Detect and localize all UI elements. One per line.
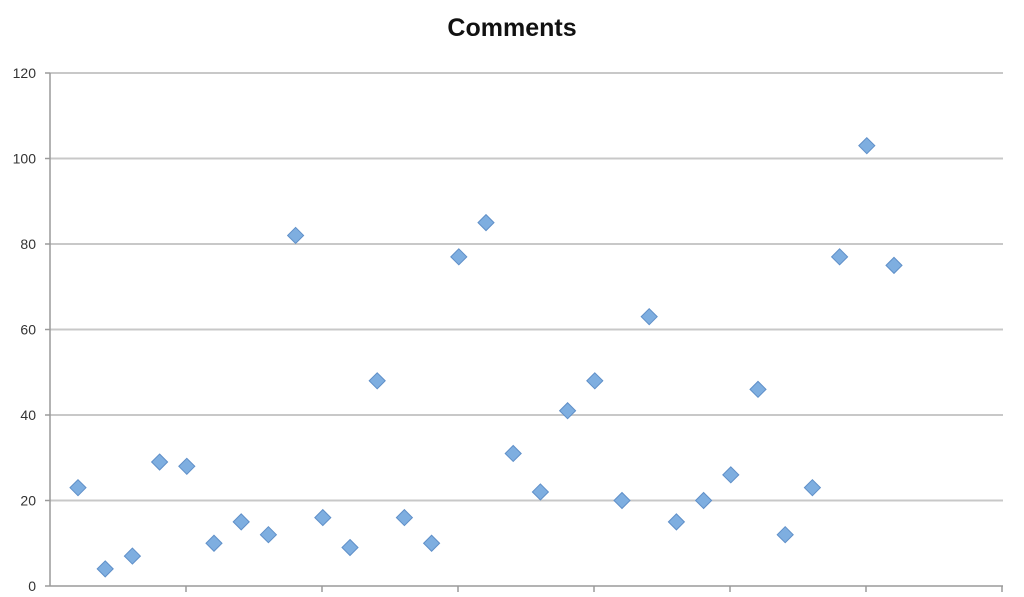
tick-labels: 0 20 40 60 80 100 120 (13, 65, 37, 594)
data-point (830, 248, 849, 266)
data-point (722, 466, 740, 484)
gridlines (50, 72, 1003, 502)
data-point (450, 248, 468, 266)
data-point (286, 226, 305, 245)
data-point (531, 483, 550, 501)
data-point (259, 525, 278, 544)
data-point (667, 513, 686, 531)
y-tick-label: 0 (28, 578, 36, 594)
data-point (504, 444, 522, 463)
data-points (69, 136, 903, 578)
data-point (205, 534, 223, 552)
data-point (640, 307, 658, 326)
data-point (123, 547, 142, 565)
data-point (749, 380, 767, 399)
data-point (96, 560, 114, 578)
data-point (586, 372, 604, 390)
data-point (314, 508, 332, 527)
y-tick-label: 60 (20, 322, 36, 338)
data-point (150, 453, 169, 471)
data-point (885, 256, 903, 275)
data-point (69, 478, 87, 497)
data-point (368, 372, 386, 390)
chart-title: Comments (447, 14, 577, 42)
y-tick-label: 20 (20, 493, 36, 509)
data-point (477, 213, 495, 232)
data-point (694, 491, 713, 510)
data-point (422, 534, 441, 552)
data-point (341, 538, 359, 557)
data-point (232, 513, 250, 531)
axes (45, 72, 1003, 592)
y-tick-label: 120 (13, 65, 37, 81)
data-point (395, 508, 414, 527)
data-point (776, 525, 794, 544)
data-point (858, 136, 876, 155)
data-point (178, 457, 196, 476)
y-tick-label: 40 (20, 407, 36, 423)
data-point (613, 491, 631, 510)
y-tick-label: 100 (13, 151, 37, 167)
data-point (558, 402, 577, 420)
data-point (803, 478, 822, 497)
y-tick-label: 80 (20, 236, 36, 252)
